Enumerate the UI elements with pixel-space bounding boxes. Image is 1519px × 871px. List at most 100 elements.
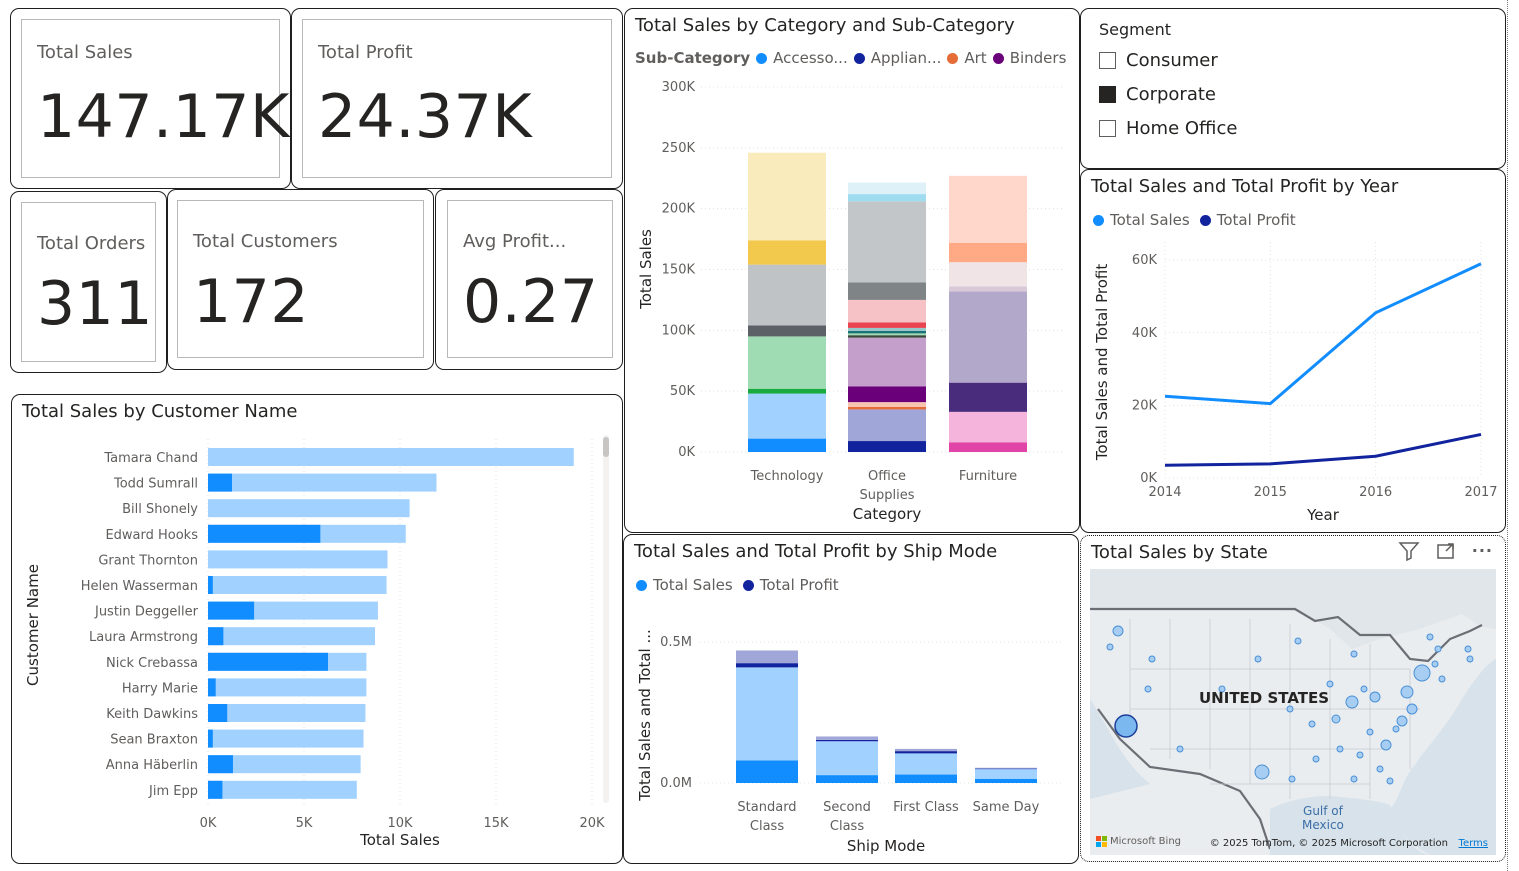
legend-title: Sub-Category	[635, 49, 751, 67]
legend-item[interactable]: Total Profit	[759, 576, 839, 594]
slicer-item-corporate[interactable]: Corporate	[1099, 84, 1216, 105]
map-canvas[interactable]: UNITED STATES Gulf of Mexico Microsoft B…	[1090, 569, 1496, 855]
bar-segment	[736, 663, 798, 668]
bar-segment	[848, 299, 926, 323]
card-total-sales[interactable]: Total Sales 147.17K	[10, 8, 291, 189]
legend-item[interactable]: Total Sales	[1110, 211, 1190, 229]
bar-segment	[949, 175, 1027, 243]
bar-total-sales	[208, 704, 366, 722]
bar-segment	[208, 601, 255, 620]
checkbox[interactable]	[1099, 86, 1116, 103]
bar-segment	[949, 411, 1027, 443]
slicer-item-consumer[interactable]: Consumer	[1099, 50, 1218, 71]
legend-item[interactable]: Applian...	[870, 49, 942, 67]
bar-segment	[975, 768, 1037, 779]
legend-item[interactable]: Total Sales	[653, 576, 733, 594]
card-total-customers[interactable]: Total Customers 172	[167, 189, 434, 370]
y-tick-label: Bill Shonely	[122, 502, 198, 517]
bar-segment	[848, 409, 926, 442]
bar-segment	[748, 240, 826, 265]
card-avg-profit[interactable]: Avg Profit... 0.27	[435, 189, 623, 370]
x-tick-label: Second Class	[823, 800, 871, 834]
y-tick-label: 0.5M	[660, 635, 692, 650]
bar-total-sales	[208, 627, 376, 646]
customer-chart-visual[interactable]: Total Sales by Customer Name 0K 5K 10K 15K 2…	[11, 394, 623, 864]
bar-segment	[848, 201, 926, 283]
y-tick-label: 0K	[1140, 471, 1157, 486]
bar-segment	[208, 473, 232, 492]
category-chart-visual[interactable]: Total Sales by Category and Sub-Category…	[624, 8, 1094, 533]
card-value: 172	[193, 267, 310, 337]
bar-segment	[895, 774, 957, 783]
legend-item[interactable]: Total Profit	[1216, 211, 1296, 229]
slicer-item-label: Consumer	[1126, 50, 1218, 71]
bar-segment	[975, 768, 1037, 770]
bar-total-sales	[208, 499, 410, 518]
y-axis-title: Total Sales	[637, 229, 655, 310]
bar-segment	[949, 442, 1027, 452]
card-total-orders[interactable]: Total Orders 311	[10, 191, 167, 373]
checkbox[interactable]	[1099, 120, 1116, 137]
bar-segment	[748, 438, 826, 452]
legend-dot	[1093, 214, 1104, 226]
more-options-icon[interactable]: ···	[1471, 541, 1493, 560]
bar-total-sales	[208, 780, 357, 799]
bar-segment	[816, 736, 878, 740]
chart-title: Total Sales and Total Profit by Year	[1091, 176, 1399, 197]
bar-segment	[895, 753, 957, 775]
state-map-visual[interactable]: Total Sales by State ···	[1080, 535, 1506, 862]
checkbox[interactable]	[1099, 52, 1116, 69]
legend-dot	[992, 52, 1004, 64]
y-tick-label: 200K	[662, 202, 696, 217]
card-label: Total Sales	[37, 42, 133, 63]
x-tick-label: Furniture	[959, 469, 1017, 484]
bar-total-sales	[208, 448, 574, 466]
x-axis-title: Ship Mode	[847, 837, 925, 855]
card-inner: Total Sales 147.17K	[21, 19, 289, 178]
x-tick-label: Office Supplies	[860, 469, 915, 503]
card-total-profit[interactable]: Total Profit 24.37K	[291, 8, 623, 189]
bar-segment	[208, 780, 223, 799]
bar-segment	[208, 729, 213, 748]
bar-segment	[208, 755, 233, 774]
segment-slicer[interactable]: Segment Consumer Corporate Home Office	[1080, 8, 1506, 169]
y-tick-label: 0K	[678, 445, 695, 460]
focus-mode-icon[interactable]	[1436, 541, 1456, 565]
bar-segment	[816, 741, 878, 776]
scrollbar-thumb	[603, 437, 609, 457]
legend-item[interactable]: Art	[964, 49, 987, 67]
x-axis-title: Year	[1306, 506, 1340, 524]
bar-total-sales	[208, 729, 364, 748]
bar-segment	[208, 524, 321, 543]
year-chart-visual[interactable]: Total Sales and Total Profit by Year Tot…	[1080, 169, 1506, 533]
card-inner: Total Customers 172	[177, 200, 424, 358]
slicer-item-home-office[interactable]: Home Office	[1099, 118, 1237, 139]
legend-dot	[1199, 214, 1211, 226]
category-chart-svg: 300K 250K 200K 150K 100K 50K 0K Total Sales Tech…	[637, 80, 1065, 523]
legend-item[interactable]: Binders	[1009, 49, 1067, 67]
x-tick-label: 2016	[1359, 485, 1392, 500]
legend-dot	[742, 579, 754, 591]
filter-icon[interactable]	[1398, 541, 1420, 565]
page-edge	[1507, 0, 1508, 871]
y-tick-label: 150K	[662, 263, 696, 278]
y-tick-label: 60K	[1132, 253, 1158, 268]
y-axis-title: Total Sales and Total ...	[636, 629, 654, 802]
bar-segment	[208, 627, 224, 646]
bar-segment	[208, 576, 213, 594]
slicer-item-label: Corporate	[1126, 84, 1216, 105]
x-tick-label: Same Day	[973, 800, 1040, 815]
bar-segment	[848, 194, 926, 202]
legend-item[interactable]: Accesso...	[773, 49, 848, 67]
bar-segment	[949, 242, 1027, 263]
legend-dot	[853, 52, 865, 64]
terms-link[interactable]: Terms	[1458, 838, 1488, 849]
bar-segment	[949, 262, 1027, 287]
y-tick-label: Tamara Chand	[103, 451, 198, 466]
legend-dot	[947, 52, 959, 64]
card-label: Total Profit	[318, 42, 413, 63]
bar-segment	[736, 650, 798, 664]
chart-legend: Total Sales Total Profit	[1093, 211, 1296, 229]
shipmode-chart-visual[interactable]: Total Sales and Total Profit by Ship Mod…	[623, 534, 1079, 864]
bar-segment	[208, 678, 216, 697]
